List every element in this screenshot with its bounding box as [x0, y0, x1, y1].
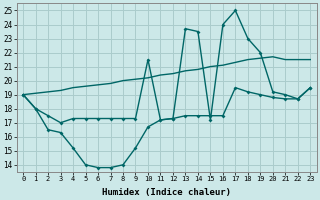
X-axis label: Humidex (Indice chaleur): Humidex (Indice chaleur) [102, 188, 231, 197]
